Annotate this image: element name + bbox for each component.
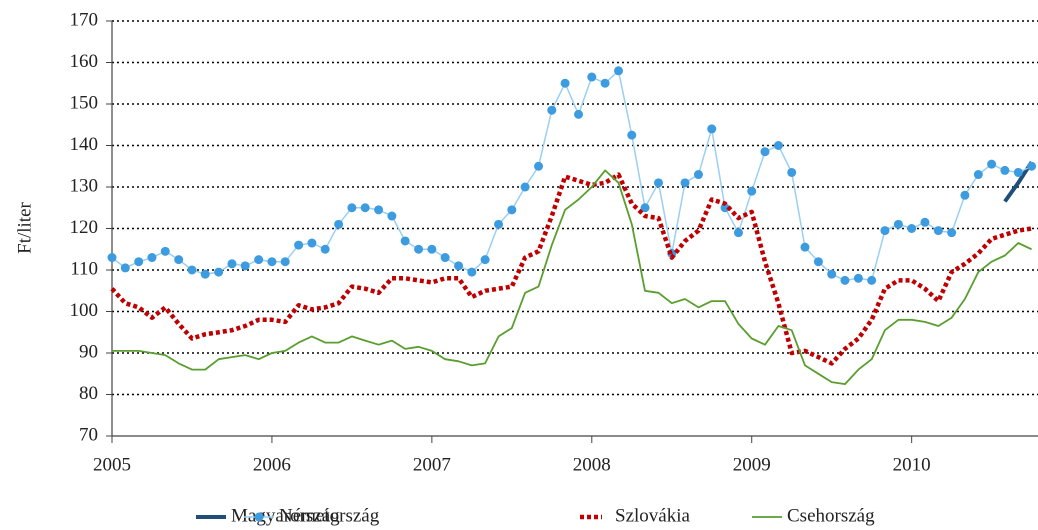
- series-marker: [400, 236, 410, 246]
- y-tick-label: 70: [79, 424, 98, 445]
- series-marker: [134, 257, 144, 267]
- series-marker: [933, 226, 943, 236]
- legend-swatch: [254, 512, 264, 522]
- y-tick-label: 170: [70, 9, 99, 30]
- series-marker: [387, 211, 397, 221]
- series-marker: [520, 182, 530, 192]
- y-tick-label: 120: [70, 217, 99, 238]
- series-marker: [534, 161, 544, 171]
- x-tick-label: 2008: [573, 454, 611, 475]
- series-marker: [907, 224, 917, 233]
- legend-label: Szlovákia: [615, 505, 690, 526]
- series-marker: [560, 78, 570, 88]
- series-marker: [960, 190, 970, 200]
- series-marker: [1000, 165, 1010, 175]
- series-marker: [294, 240, 304, 250]
- series-marker: [720, 203, 730, 213]
- series-marker: [440, 253, 450, 263]
- series-marker: [267, 257, 277, 267]
- series-marker: [614, 66, 624, 76]
- series-marker: [574, 109, 584, 119]
- series-marker: [733, 228, 743, 238]
- series-marker: [987, 159, 997, 169]
- series-marker: [920, 217, 930, 227]
- series-marker: [587, 72, 597, 82]
- x-tick-label: 2005: [93, 454, 131, 475]
- series-marker: [240, 261, 250, 271]
- y-tick-label: 150: [70, 92, 99, 113]
- series-line: [112, 169, 1032, 385]
- series-marker: [693, 170, 703, 180]
- series-marker: [120, 263, 130, 273]
- y-tick-label: 160: [70, 51, 99, 72]
- series-marker: [347, 203, 357, 213]
- x-tick-label: 2009: [733, 454, 771, 475]
- series-marker: [880, 226, 890, 236]
- series-marker: [800, 242, 810, 252]
- series-marker: [813, 257, 823, 267]
- series-marker: [773, 141, 783, 150]
- series-marker: [947, 228, 957, 238]
- series-marker: [973, 170, 983, 180]
- series-marker: [254, 255, 264, 265]
- series-marker: [360, 203, 370, 213]
- series-marker: [200, 269, 210, 279]
- y-tick-label: 140: [70, 134, 99, 155]
- series-marker: [893, 219, 903, 229]
- series-line: [111, 70, 1032, 282]
- series-marker: [600, 78, 610, 88]
- series-marker: [334, 219, 344, 229]
- x-tick-label: 2007: [413, 454, 451, 475]
- series-marker: [680, 178, 690, 188]
- x-tick-label: 2010: [893, 454, 931, 475]
- series-marker: [160, 246, 170, 256]
- series-marker: [760, 147, 770, 157]
- series-marker: [427, 244, 437, 254]
- series-marker: [840, 275, 850, 285]
- series-line: [110, 172, 1032, 366]
- y-tick-label: 80: [79, 383, 98, 404]
- series-marker: [320, 244, 330, 254]
- series-marker: [174, 255, 184, 265]
- series-marker: [787, 167, 797, 177]
- x-tick-label: 2006: [253, 454, 291, 475]
- series-marker: [827, 269, 837, 279]
- series-marker: [547, 105, 557, 115]
- series-marker: [1027, 161, 1037, 171]
- series-marker: [627, 130, 637, 140]
- series-marker: [494, 219, 504, 229]
- series-marker: [214, 267, 224, 277]
- series-marker: [467, 267, 477, 277]
- series-marker: [280, 257, 290, 267]
- series-marker: [107, 253, 117, 263]
- series-marker: [653, 178, 663, 188]
- series-marker: [747, 186, 757, 196]
- series-marker: [307, 238, 317, 248]
- series-marker: [480, 255, 490, 265]
- series-marker: [454, 261, 464, 271]
- legend-label: Németország: [279, 505, 380, 526]
- y-axis-label: Ft/liter: [14, 201, 35, 253]
- y-tick-label: 130: [70, 175, 99, 196]
- series-marker: [227, 259, 237, 269]
- series-marker: [640, 203, 650, 213]
- series-marker: [1013, 167, 1023, 177]
- series-marker: [867, 275, 877, 285]
- y-tick-label: 100: [70, 300, 99, 321]
- series-marker: [374, 205, 384, 215]
- series-marker: [414, 244, 424, 254]
- legend-label: Csehország: [787, 505, 875, 526]
- series-marker: [707, 124, 717, 134]
- series-marker: [187, 265, 197, 275]
- series-marker: [147, 253, 157, 263]
- y-tick-label: 110: [70, 258, 98, 279]
- series-marker: [853, 273, 863, 283]
- series-marker: [507, 205, 517, 215]
- y-tick-label: 90: [79, 341, 98, 362]
